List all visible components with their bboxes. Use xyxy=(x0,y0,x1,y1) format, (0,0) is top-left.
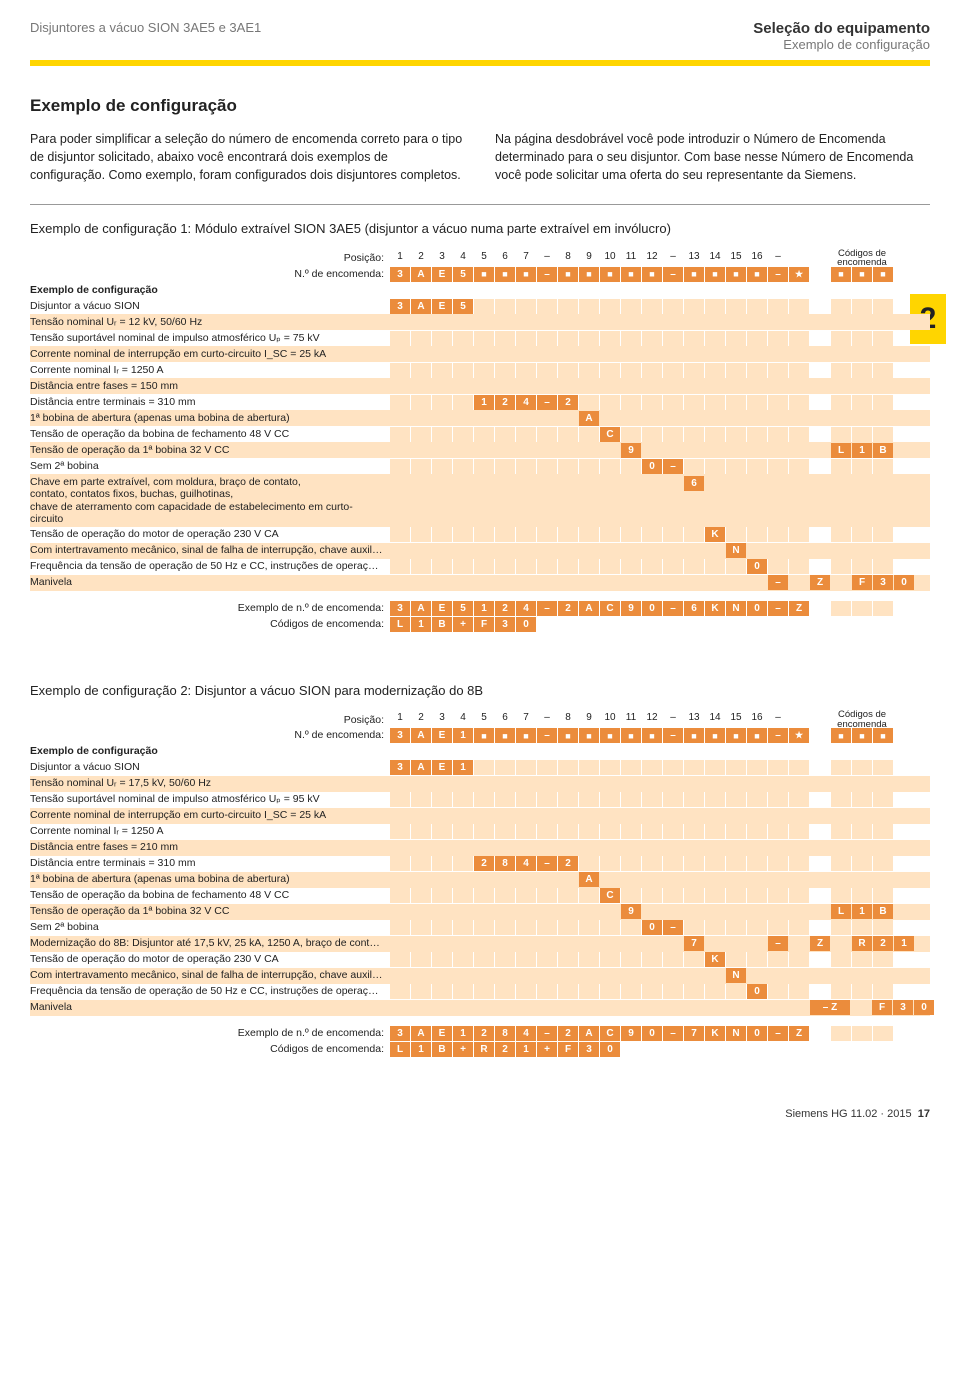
intro-col2: Na página desdobrável você pode introduz… xyxy=(495,130,930,184)
intro-columns: Para poder simplificar a seleção do núme… xyxy=(30,130,930,184)
intro-col1: Para poder simplificar a seleção do núme… xyxy=(30,130,465,184)
header-sub: Exemplo de configuração xyxy=(753,37,930,52)
header-left: Disjuntores a vácuo SION 3AE5 e 3AE1 xyxy=(30,20,261,52)
footer-text: Siemens HG 11.02 · 2015 xyxy=(785,1108,911,1120)
page-footer: Siemens HG 11.02 · 2015 17 xyxy=(30,1108,930,1120)
ex1-block: 2 Posição:1234567–89101112–13141516–Códi… xyxy=(30,250,930,632)
ex2-grid: Posição:1234567–89101112–13141516–Código… xyxy=(30,712,930,1058)
header-title: Seleção do equipamento xyxy=(753,20,930,37)
header-right: Seleção do equipamento Exemplo de config… xyxy=(753,20,930,52)
ex1-title: Exemplo de configuração 1: Módulo extraí… xyxy=(30,221,930,236)
page-header: Disjuntores a vácuo SION 3AE5 e 3AE1 Sel… xyxy=(30,20,930,52)
ex1-grid: Posição:1234567–89101112–13141516–Código… xyxy=(30,250,930,632)
intro-heading: Exemplo de configuração xyxy=(30,96,930,116)
thin-rule xyxy=(30,204,930,205)
yellow-rule xyxy=(30,60,930,66)
ex2-title: Exemplo de configuração 2: Disjuntor a v… xyxy=(30,683,930,698)
ex2-block: Posição:1234567–89101112–13141516–Código… xyxy=(30,712,930,1058)
footer-page: 17 xyxy=(918,1108,930,1120)
